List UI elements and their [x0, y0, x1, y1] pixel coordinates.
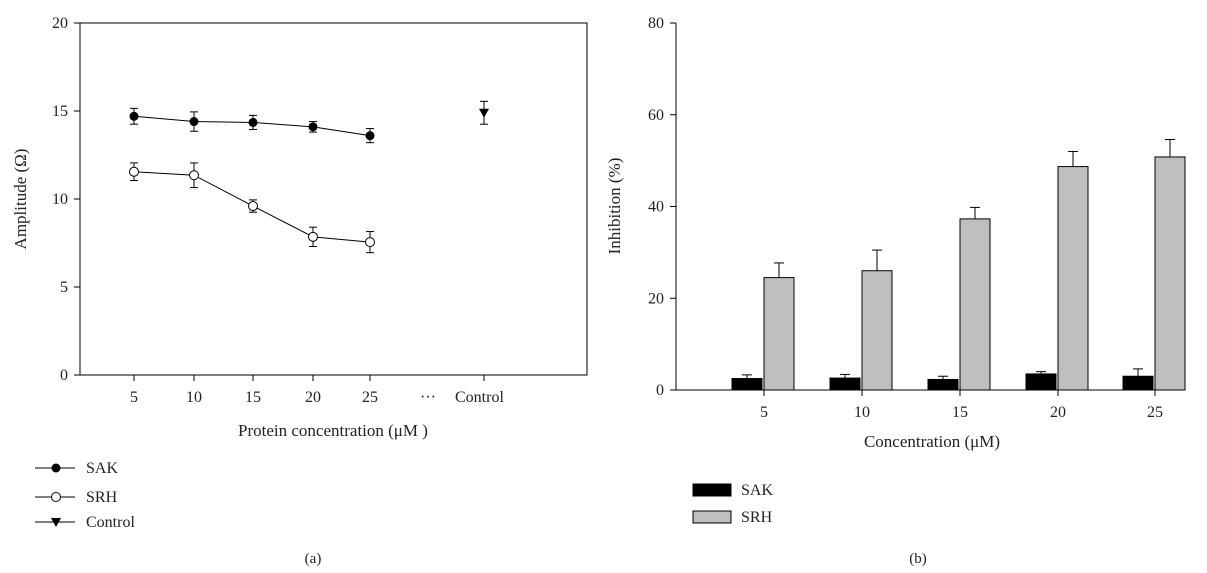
y-tick-label: 60: [648, 107, 664, 124]
x-tick-label: 15: [952, 404, 968, 421]
data-point-sak: [129, 111, 139, 121]
data-point-sak: [248, 117, 258, 127]
data-point-srh: [365, 237, 375, 248]
y-axis-label: Amplitude (Ω): [11, 149, 30, 250]
bar-srh: [1154, 156, 1186, 391]
panel-label-b: (b): [909, 551, 927, 567]
bar-srh: [1057, 166, 1089, 391]
panel-label-a: (a): [305, 551, 322, 567]
legend-label-control: Control: [86, 514, 135, 531]
y-tick-label: 5: [60, 279, 68, 296]
legend-label-sak: SAK: [86, 460, 118, 477]
data-point-srh: [189, 170, 199, 181]
y-tick-label: 20: [52, 15, 68, 32]
y-axis-label: Inhibition (%): [605, 158, 624, 255]
x-tick-label: 10: [854, 404, 870, 421]
x-axis-label: Concentration (μM): [864, 432, 1000, 451]
x-tick-label: 5: [130, 389, 138, 406]
bar-srh: [861, 270, 893, 391]
plot-frame: [79, 22, 588, 376]
data-point-srh: [308, 231, 318, 242]
data-point-sak: [365, 131, 375, 141]
y-tick-label: 0: [656, 382, 664, 399]
x-tick-label: 25: [362, 389, 378, 406]
y-tick-label: 40: [648, 199, 664, 216]
y-tick-label: 0: [60, 367, 68, 384]
x-axis-label: Protein concentration (μM ): [238, 421, 428, 440]
data-point-srh: [129, 166, 139, 177]
legend-swatch-sak: [692, 483, 732, 497]
bar-sak: [731, 378, 763, 391]
legend-label-srh: SRH: [86, 489, 118, 506]
data-point-control: [479, 108, 489, 118]
legend-label-sak: SAK: [741, 482, 773, 499]
y-tick-label: 15: [52, 103, 68, 120]
data-point-sak: [189, 117, 199, 127]
bar-srh: [763, 277, 795, 391]
bar-srh: [959, 218, 991, 391]
x-tick-label: 5: [760, 404, 768, 421]
legend-marker-control: [51, 518, 61, 527]
legend-marker-srh: [51, 492, 61, 502]
bar-sak: [1025, 373, 1057, 391]
y-tick-label: 10: [52, 191, 68, 208]
y-tick-label: 20: [648, 290, 664, 307]
bar-sak: [927, 378, 959, 391]
chart-panel-a: 0 5 10 15 20 5 10 15 20 25 Control ··· Protein conce…: [11, 15, 588, 567]
y-tick-label: 80: [648, 15, 664, 32]
x-tick-label: 20: [305, 389, 321, 406]
legend-swatch-srh: [692, 510, 732, 524]
legend-marker-sak: [51, 463, 61, 473]
axis-break-label: ···: [420, 389, 436, 406]
x-tick-label: 15: [245, 389, 261, 406]
legend-label-srh: SRH: [741, 509, 773, 526]
x-tick-label: 25: [1147, 404, 1163, 421]
data-point-srh: [248, 201, 258, 212]
x-tick-label: 10: [186, 389, 202, 406]
data-point-sak: [308, 122, 318, 132]
chart-panel-b: 0 20 40 60 80 5 10 15 20 25 Concentration (μM) Inhi…: [605, 15, 1186, 567]
bar-sak: [1122, 375, 1154, 391]
x-tick-label: Control: [455, 389, 504, 406]
bar-sak: [829, 377, 861, 391]
x-tick-label: 20: [1050, 404, 1066, 421]
